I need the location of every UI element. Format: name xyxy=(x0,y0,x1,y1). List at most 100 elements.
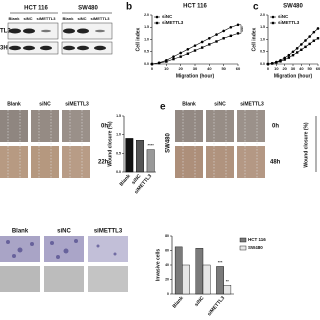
x-tick-label: 40 xyxy=(207,66,212,71)
marker xyxy=(208,43,211,46)
legend-label: siNC xyxy=(162,14,173,19)
x-tick-label: 10 xyxy=(274,66,279,71)
bar xyxy=(223,285,232,295)
marker xyxy=(270,62,274,65)
panel-letter: c xyxy=(253,2,259,13)
lane-label: siNC xyxy=(214,101,226,107)
significance: *** xyxy=(218,260,223,265)
x-tick-label: 0 xyxy=(151,66,154,71)
y-tick-label: 0.0 xyxy=(116,170,121,174)
x-tick-label: 50 xyxy=(307,66,312,71)
y-axis-label: Invasive cells xyxy=(155,249,161,281)
x-tick-label: 0 xyxy=(267,66,270,71)
marker xyxy=(304,39,307,42)
marker xyxy=(304,45,307,49)
marker xyxy=(179,51,182,55)
marker xyxy=(287,53,291,57)
legend-label: SW480 xyxy=(248,245,263,250)
marker xyxy=(300,48,303,51)
y-tick-label: 0.5 xyxy=(260,50,265,54)
lane-label: siNC xyxy=(77,16,86,21)
x-tick-label: Blank xyxy=(172,295,185,309)
marker xyxy=(300,43,303,46)
panel-letter: b xyxy=(126,2,132,13)
y-tick-label: 1.5 xyxy=(116,114,121,118)
marker xyxy=(222,37,225,40)
marker xyxy=(308,35,311,38)
time-label: 0h xyxy=(272,124,279,130)
blot-group: HCT 116 xyxy=(24,6,48,12)
y-axis-label: Wound closure (%) xyxy=(107,121,113,167)
marker xyxy=(291,53,295,57)
marker xyxy=(291,50,295,54)
y-tick-label: 1.0 xyxy=(144,37,149,41)
x-tick-label: 10 xyxy=(164,66,169,71)
y-tick-label: 1.0 xyxy=(116,133,121,137)
legend-label: siMETTL3 xyxy=(278,20,300,25)
bar xyxy=(195,248,204,295)
bar xyxy=(216,266,224,295)
y-tick-label: 2.0 xyxy=(144,13,149,17)
x-tick-label: 30 xyxy=(291,66,296,71)
bar xyxy=(125,138,134,173)
wound-images xyxy=(175,110,265,178)
lane-label: siMETTL3 xyxy=(240,101,264,107)
marker xyxy=(229,34,233,38)
bar xyxy=(136,140,144,173)
significance: **** xyxy=(241,26,245,32)
x-tick-label: siMETTL3 xyxy=(206,295,226,317)
blot-row-label: TL3 xyxy=(0,29,11,35)
marker xyxy=(215,40,218,43)
marker xyxy=(157,61,161,65)
y-tick-label: 60 xyxy=(165,248,169,252)
legend-swatch xyxy=(239,237,247,243)
y-tick-label: 1.5 xyxy=(260,25,265,29)
marker xyxy=(172,55,175,58)
marker xyxy=(179,55,182,58)
x-axis-label: Migration (hour) xyxy=(176,73,215,79)
significance-bracket xyxy=(239,24,242,34)
x-tick-label: 20 xyxy=(178,66,183,71)
lane-label: siMETTL3 xyxy=(65,101,89,107)
marker xyxy=(295,47,299,50)
x-tick-label: 20 xyxy=(282,66,287,71)
lane-label: Blank xyxy=(182,101,196,107)
lane-label: Blank xyxy=(7,101,21,107)
series-line xyxy=(267,28,319,65)
marker xyxy=(172,57,175,61)
time-label: 22h xyxy=(98,160,109,166)
wound-images xyxy=(0,110,90,178)
panel-letter: e xyxy=(160,102,166,113)
y-tick-label: 40 xyxy=(165,263,169,267)
y-axis-label: Wound closure (%) xyxy=(303,122,309,168)
series-line xyxy=(151,33,239,65)
marker xyxy=(150,62,154,66)
marker xyxy=(165,60,168,63)
y-tick-label: 0.0 xyxy=(144,62,149,66)
legend-label: HCT 116 xyxy=(248,237,266,242)
marker xyxy=(186,48,190,51)
cell-line-label: SW480 xyxy=(166,133,172,153)
x-axis-label: Migration (hour) xyxy=(274,73,313,79)
y-tick-label: 2.0 xyxy=(260,13,265,17)
lane-label: siNC xyxy=(23,16,32,21)
lane-label: Blank xyxy=(9,16,21,21)
x-tick-label: 30 xyxy=(193,66,198,71)
marker xyxy=(295,51,299,54)
x-tick-label: 40 xyxy=(299,66,304,71)
legend-label: siNC xyxy=(278,14,289,19)
marker xyxy=(215,33,218,36)
y-tick-label: 80 xyxy=(165,234,169,238)
y-tick-label: 1.0 xyxy=(260,37,265,41)
blot-row-label: 3H xyxy=(0,46,8,52)
marker xyxy=(283,58,286,61)
lane-label: siNC xyxy=(39,101,51,107)
y-axis-label: Cell index xyxy=(135,27,141,51)
bar xyxy=(182,264,190,295)
marker xyxy=(316,37,320,40)
marker xyxy=(275,61,278,64)
y-tick-label: 0.5 xyxy=(144,50,149,54)
x-tick-label: 60 xyxy=(316,66,320,71)
marker xyxy=(193,49,197,52)
